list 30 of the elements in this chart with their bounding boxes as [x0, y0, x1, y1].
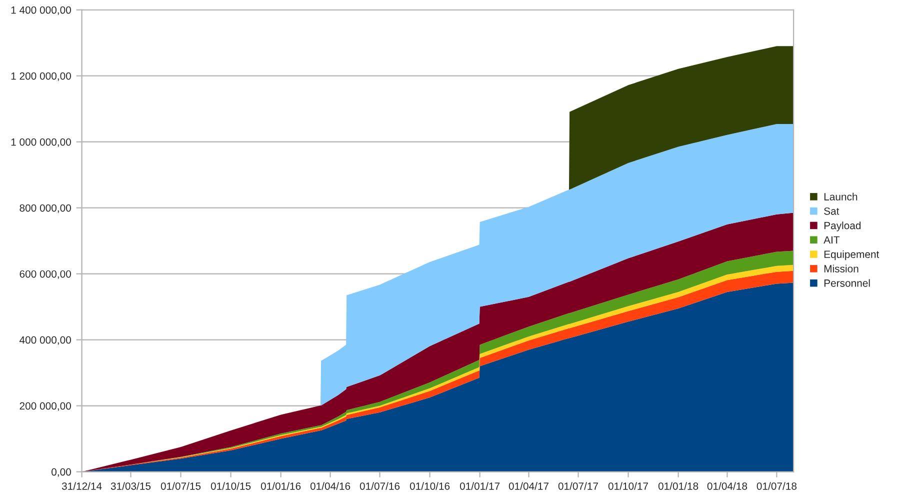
x-tick-label: 01/07/17: [558, 482, 598, 490]
y-tick-label: 400 000,00: [20, 336, 71, 345]
legend-label: Sat: [824, 207, 840, 215]
x-tick-label: 01/04/17: [508, 482, 549, 490]
y-tick-label: 800 000,00: [20, 204, 71, 213]
x-tick-label: 01/07/18: [756, 482, 797, 490]
y-tick-label: 600 000,00: [20, 270, 71, 279]
legend-label: Launch: [824, 192, 858, 200]
legend-label: Personnel: [824, 279, 870, 287]
x-tick-label: 01/10/17: [608, 482, 648, 490]
legend-label: Equipement: [824, 250, 880, 260]
x-tick-label: 01/07/15: [160, 482, 201, 490]
x-tick-label: 01/04/18: [707, 482, 748, 490]
x-tick-label: 01/01/16: [260, 482, 301, 490]
legend-label: AIT: [824, 236, 840, 244]
x-tick-label: 01/10/16: [410, 482, 450, 490]
legend-label: Mission: [824, 264, 858, 272]
y-tick-label: 1 000 000,00: [11, 138, 71, 147]
legend-label: Payload: [824, 222, 861, 232]
x-tick-label: 01/01/17: [460, 482, 500, 490]
x-tick-label: 01/07/16: [360, 482, 400, 490]
x-tick-label: 01/04/16: [310, 482, 350, 490]
y-tick-label: 1 400 000,00: [11, 6, 71, 15]
y-tick-label: 0,00: [52, 468, 71, 477]
x-tick-label: 31/12/14: [62, 482, 102, 490]
y-tick-label: 200 000,00: [20, 402, 71, 411]
x-tick-label: 01/10/15: [210, 482, 251, 490]
x-tick-label: 01/01/18: [658, 482, 698, 490]
x-tick-label: 31/03/15: [110, 482, 151, 490]
y-tick-label: 1 200 000,00: [11, 72, 71, 81]
